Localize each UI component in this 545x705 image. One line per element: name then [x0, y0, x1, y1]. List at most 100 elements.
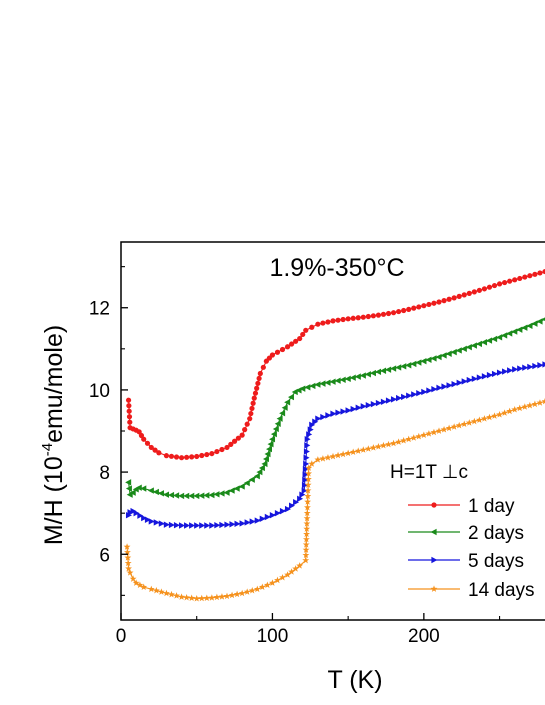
- data-point-14-days-90: [465, 419, 473, 426]
- data-point-1-day-0: [125, 397, 132, 403]
- data-point-14-days-33: [263, 581, 271, 588]
- data-point-14-days-12: [157, 588, 165, 595]
- data-point-1-day-25: [214, 448, 220, 455]
- data-point-14-days-32: [258, 583, 266, 591]
- data-point-2-days-54: [334, 377, 341, 384]
- data-point-1-day-3: [126, 414, 133, 420]
- data-point-2-days-78: [455, 347, 462, 354]
- data-point-2-days-90: [516, 326, 523, 333]
- data-point-1-day-17: [173, 454, 180, 460]
- data-point-2-days-73: [430, 355, 437, 362]
- x-axis-label: T (K): [327, 666, 382, 694]
- data-point-5-days-32: [274, 509, 281, 517]
- data-point-2-days-66: [395, 364, 402, 371]
- data-point-14-days-58: [305, 464, 313, 471]
- chart-title: 1.9%-350°C: [269, 254, 404, 282]
- data-point-2-days-77: [450, 348, 457, 356]
- data-point-14-days-23: [213, 593, 221, 601]
- data-point-14-days-55: [304, 481, 312, 488]
- data-point-2-days-41: [279, 409, 286, 417]
- data-point-1-day-79: [426, 301, 432, 308]
- data-point-2-days-25: [238, 483, 245, 490]
- data-point-1-day-23: [204, 451, 210, 458]
- data-point-5-days-13: [178, 522, 185, 529]
- data-point-5-days-46: [303, 448, 310, 455]
- data-point-5-days-10: [163, 521, 170, 528]
- data-point-2-days-84: [486, 337, 493, 344]
- data-point-1-day-71: [385, 310, 392, 317]
- data-point-14-days-38: [288, 568, 296, 575]
- data-point-1-day-24: [209, 450, 215, 457]
- legend-label-14-days: 14 days: [468, 580, 535, 601]
- tick-layer: 0 100 200 6 8 10 12: [89, 266, 501, 647]
- data-point-5-days-47: [304, 442, 311, 449]
- data-point-14-days-100: [516, 404, 524, 412]
- data-point-2-days-51: [319, 380, 326, 387]
- data-point-1-day-44: [260, 364, 266, 370]
- y-axis-label-rest: emu/mole): [40, 325, 68, 443]
- data-point-5-days-20: [214, 522, 221, 529]
- data-point-2-days-10: [163, 491, 170, 498]
- data-point-2-days-28: [253, 472, 260, 480]
- data-point-14-days-11: [152, 586, 160, 594]
- data-point-1-day-47: [269, 352, 276, 358]
- data-point-1-day-72: [390, 310, 397, 316]
- data-point-14-days-37: [284, 571, 291, 578]
- data-point-1-day-80: [431, 300, 437, 306]
- data-point-14-days-19: [193, 595, 201, 602]
- data-point-2-days-81: [470, 342, 477, 349]
- data-point-1-day-61: [335, 317, 341, 323]
- data-point-5-days-71: [406, 392, 413, 399]
- data-point-1-day-83: [446, 296, 452, 302]
- data-point-14-days-53: [304, 492, 312, 500]
- data-point-14-days-42: [302, 551, 310, 559]
- legend-item-5-days: 5 days: [408, 551, 524, 572]
- series-14-days: [123, 397, 545, 602]
- data-point-1-day-65: [355, 315, 361, 321]
- data-point-5-days-4: [137, 512, 144, 519]
- data-point-14-days-73: [380, 441, 387, 449]
- data-point-2-days-17: [198, 492, 205, 499]
- data-point-1-day-81: [436, 299, 442, 305]
- data-point-1-day-100: [532, 271, 538, 277]
- data-point-5-days-55: [325, 412, 332, 419]
- data-point-5-days-41: [302, 476, 309, 484]
- data-point-5-days-9: [158, 520, 165, 527]
- y-tick-label-12: 12: [89, 299, 110, 320]
- data-point-1-day-97: [517, 275, 523, 282]
- data-point-2-days-93: [531, 320, 538, 327]
- data-point-2-days-16: [193, 492, 200, 500]
- data-point-5-days-87: [486, 371, 493, 379]
- data-point-14-days-102: [526, 401, 534, 409]
- data-point-14-days-84: [435, 427, 443, 434]
- data-point-14-days-60: [314, 456, 322, 463]
- data-point-14-days-49: [303, 514, 311, 522]
- data-point-2-days-33: [264, 450, 271, 458]
- data-point-1-day-15: [163, 453, 170, 459]
- data-point-2-days-55: [339, 376, 346, 383]
- legend-marker-2-days: [430, 528, 437, 536]
- legend-marker-14-days: [430, 585, 438, 592]
- data-point-14-days-18: [188, 594, 196, 601]
- data-point-14-days-71: [369, 444, 377, 451]
- data-point-1-day-21: [194, 453, 200, 460]
- data-point-1-day-16: [168, 453, 175, 459]
- y-axis-label-main: M/H (10: [40, 456, 68, 545]
- y-axis-label-sup: -4: [39, 443, 56, 456]
- data-point-5-days-36: [293, 499, 300, 506]
- data-point-5-days-86: [481, 373, 488, 380]
- y-axis-label: M/H (10-4emu/mole): [39, 325, 68, 545]
- data-point-5-days-15: [189, 522, 196, 529]
- data-point-2-days-56: [344, 375, 351, 383]
- data-point-14-days-91: [470, 417, 478, 425]
- data-point-2-days-59: [359, 372, 366, 379]
- data-point-5-days-52: [312, 418, 319, 425]
- data-point-14-days-43: [302, 546, 310, 553]
- data-point-5-days-26: [244, 519, 251, 526]
- x-tick-label-200: 200: [408, 626, 440, 647]
- data-point-5-days-59: [345, 407, 352, 414]
- data-point-14-days-3: [124, 559, 132, 567]
- data-point-5-days-53: [315, 415, 322, 422]
- data-point-5-days-0: [125, 512, 132, 519]
- data-point-5-days-14: [184, 522, 191, 529]
